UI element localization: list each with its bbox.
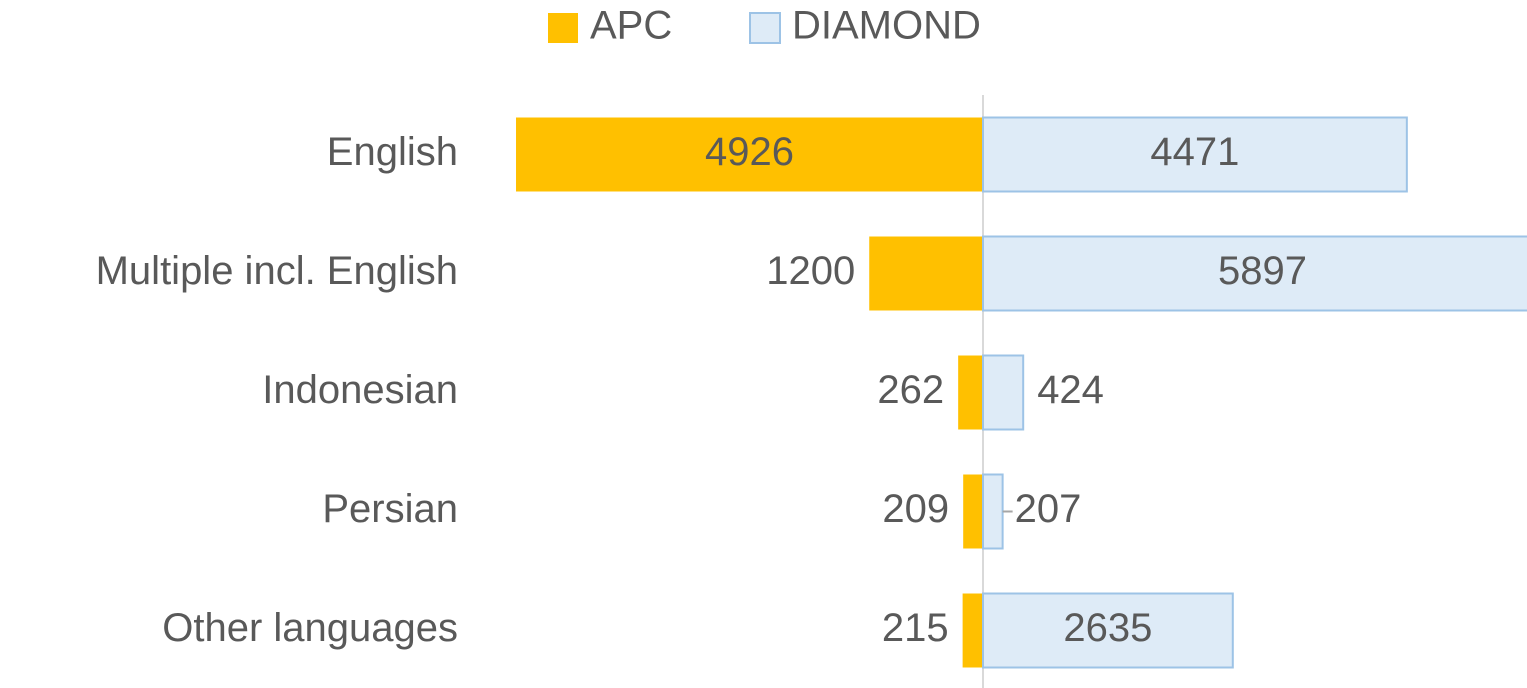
data-label: 209 xyxy=(882,487,949,531)
legend-label: APC xyxy=(590,4,672,48)
category-label: Persian xyxy=(322,487,458,531)
bar xyxy=(982,592,1234,669)
category-label: English xyxy=(327,130,458,174)
data-label: 1200 xyxy=(766,249,855,293)
data-label: 4471 xyxy=(1150,130,1239,174)
data-label: 2635 xyxy=(1063,606,1152,650)
data-label: 5897 xyxy=(1218,249,1307,293)
bar xyxy=(962,593,983,668)
category-label: Multiple incl. English xyxy=(96,249,458,293)
data-label: 4926 xyxy=(705,130,794,174)
bar xyxy=(982,473,1004,550)
bar xyxy=(982,235,1527,312)
legend-swatch xyxy=(548,13,578,43)
legend-swatch xyxy=(749,12,781,44)
bar xyxy=(963,474,983,549)
bar xyxy=(958,355,983,430)
data-label: 424 xyxy=(1037,368,1104,412)
data-label: 262 xyxy=(877,368,944,412)
category-label: Indonesian xyxy=(262,368,458,412)
bar xyxy=(516,117,983,192)
bar xyxy=(982,354,1025,431)
data-label: 215 xyxy=(882,606,949,650)
data-label: 207 xyxy=(1015,487,1082,531)
bar xyxy=(982,116,1408,193)
bar xyxy=(869,236,983,311)
legend-label: DIAMOND xyxy=(792,4,981,48)
category-label: Other languages xyxy=(162,606,458,650)
